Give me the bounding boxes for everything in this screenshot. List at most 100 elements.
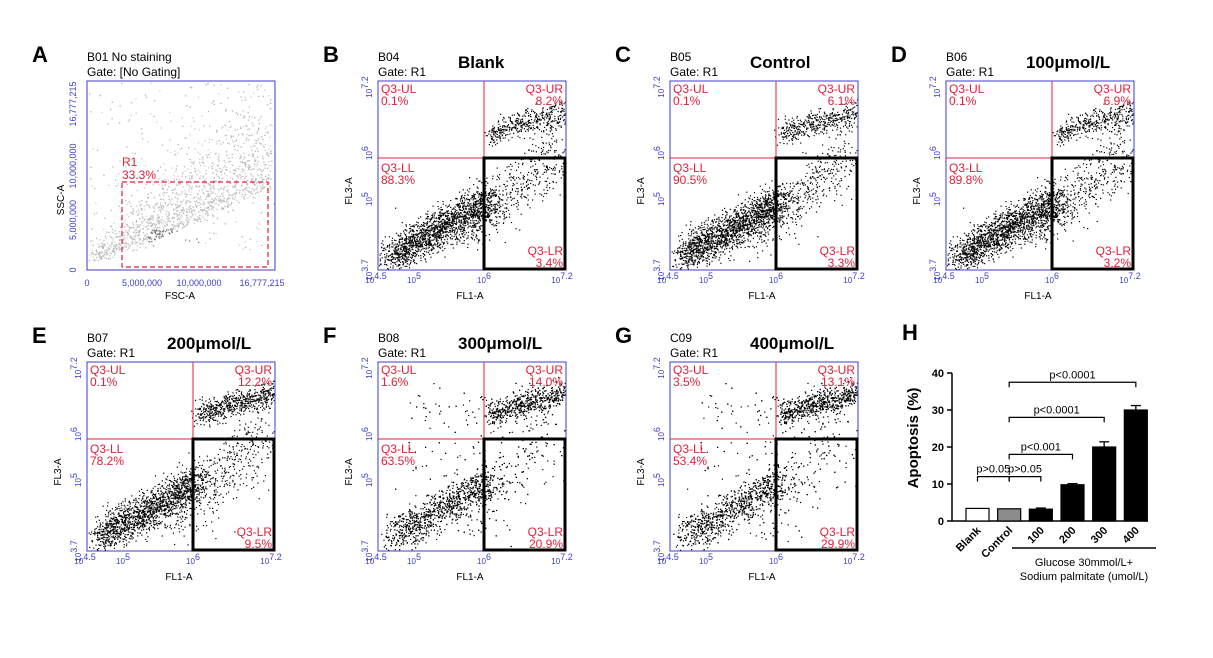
event-dot [156, 227, 158, 229]
event-dot [848, 113, 850, 115]
event-dot [543, 189, 545, 191]
event-dot [107, 249, 109, 251]
event-dot [420, 230, 423, 232]
gate-label: Gate: R1 [378, 65, 426, 79]
r1-percent: 33.3% [122, 168, 156, 182]
event-dot [733, 219, 735, 222]
event-dot [452, 230, 454, 232]
event-dot [399, 251, 401, 253]
event-dot [126, 146, 128, 148]
event-dot [431, 239, 433, 241]
event-dot [257, 137, 259, 140]
event-dot [141, 138, 144, 140]
event-dot [250, 96, 252, 98]
event-dot [428, 236, 430, 238]
event-dot [416, 241, 418, 243]
event-dot [716, 235, 718, 238]
event-dot [197, 169, 200, 171]
event-dot [418, 241, 420, 244]
event-dot [680, 235, 682, 237]
event-dot [456, 213, 458, 215]
event-dot [203, 125, 205, 127]
event-dot [115, 249, 118, 251]
event-dot [681, 267, 683, 269]
event-dot [455, 234, 457, 236]
event-dot [222, 194, 224, 196]
event-dot [197, 142, 200, 144]
event-dot [481, 195, 483, 197]
event-dot [467, 198, 470, 201]
event-dot [464, 215, 466, 217]
event-dot [426, 224, 428, 226]
event-dot [178, 206, 180, 208]
event-dot [420, 224, 423, 226]
event-dot [404, 248, 406, 250]
event-dot [138, 210, 140, 212]
event-dot [215, 173, 218, 176]
event-dot [403, 262, 405, 264]
event-dot [175, 153, 177, 156]
event-dot [546, 117, 548, 119]
event-dot [270, 164, 272, 167]
event-dot [120, 227, 122, 229]
event-dot [227, 180, 229, 182]
event-dot [476, 191, 478, 193]
event-dot [844, 121, 846, 123]
event-dot [238, 91, 240, 93]
event-dot [221, 178, 223, 180]
event-dot [217, 158, 219, 160]
event-dot [546, 184, 548, 186]
event-dot [252, 178, 254, 180]
event-dot [188, 188, 190, 190]
event-dot [248, 159, 250, 162]
event-dot [148, 237, 151, 239]
event-dot [549, 124, 552, 126]
event-dot [390, 259, 392, 261]
event-dot [479, 194, 481, 196]
event-dot [517, 188, 519, 190]
event-dot [499, 129, 501, 131]
event-dot [207, 149, 209, 151]
event-dot [748, 235, 750, 237]
event-dot [562, 116, 564, 118]
event-dot [156, 203, 158, 205]
event-dot [213, 199, 215, 201]
event-dot [456, 212, 458, 214]
event-dot [252, 123, 254, 125]
event-dot [411, 254, 414, 256]
event-dot [464, 234, 466, 236]
event-dot [807, 187, 809, 189]
event-dot [742, 242, 744, 244]
event-dot [409, 224, 411, 226]
event-dot [469, 177, 471, 179]
event-dot [265, 128, 267, 130]
event-dot [270, 178, 272, 180]
event-dot [671, 251, 673, 253]
event-dot [270, 150, 272, 152]
event-dot [126, 243, 129, 245]
event-dot [234, 129, 236, 131]
event-dot [136, 241, 138, 243]
event-dot [477, 208, 479, 210]
event-dot [549, 118, 551, 120]
event-dot [492, 139, 494, 141]
r1-label: R1 [122, 155, 138, 169]
event-dot [243, 162, 245, 164]
event-dot [218, 93, 220, 95]
event-dot [191, 175, 193, 177]
event-dot [212, 182, 214, 184]
event-dot [227, 191, 229, 193]
event-dot [467, 210, 469, 212]
event-dot [495, 216, 497, 218]
event-dot [189, 178, 191, 180]
event-dot [497, 126, 499, 129]
event-dot [736, 210, 738, 212]
event-dot [258, 222, 260, 225]
event-dot [441, 246, 443, 248]
event-dot [518, 118, 520, 120]
event-dot [189, 201, 191, 203]
event-dot [744, 246, 746, 249]
event-dot [118, 243, 120, 245]
event-dot [720, 238, 722, 241]
event-dot [191, 188, 193, 190]
